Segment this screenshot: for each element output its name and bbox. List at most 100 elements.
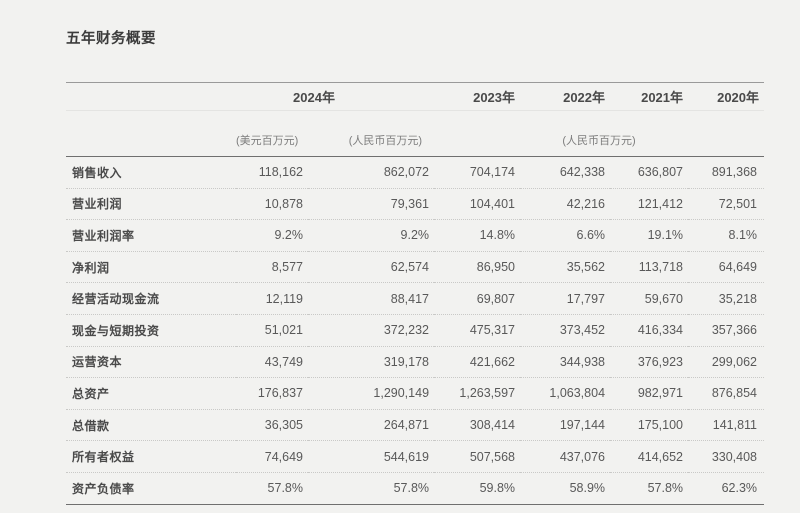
table-row-cash-short-term-investments: 现金与短期投资 51,021 372,232 475,317 373,452 4…: [66, 314, 765, 347]
cell-value: 141,811: [688, 409, 765, 442]
cell-value: 176,837: [236, 377, 308, 410]
cell-value: 118,162: [236, 156, 308, 189]
cell-value: 6.6%: [520, 219, 611, 252]
cell-value: 862,072: [308, 156, 435, 189]
cell-value: 74,649: [236, 440, 308, 473]
table-row-operating-margin: 营业利润率 9.2% 9.2% 14.8% 6.6% 19.1% 8.1%: [66, 219, 765, 252]
cell-value: 86,950: [434, 251, 521, 284]
year-header-2022: 2022年: [520, 82, 611, 111]
cell-value: 475,317: [434, 314, 521, 347]
cell-value: 59.8%: [434, 472, 521, 505]
cell-value: 72,501: [688, 188, 765, 221]
year-header-2024: 2024年: [236, 82, 435, 111]
year-header-row: 2024年 2023年 2022年 2021年 2020年: [66, 82, 765, 111]
row-label: 现金与短期投资: [66, 314, 236, 347]
cell-value: 876,854: [688, 377, 765, 410]
cell-value: 1,263,597: [434, 377, 521, 410]
row-label: 销售收入: [66, 156, 236, 189]
year-header-2021: 2021年: [610, 82, 689, 111]
year-header-2023: 2023年: [434, 82, 521, 111]
row-label: 经营活动现金流: [66, 282, 236, 315]
cell-value: 437,076: [520, 440, 611, 473]
cell-value: 42,216: [520, 188, 611, 221]
five-year-financial-table: 2024年 2023年 2022年 2021年 2020年 (美元百万元) (人…: [66, 82, 765, 505]
year-header-2020: 2020年: [688, 82, 765, 111]
cell-value: 58.9%: [520, 472, 611, 505]
cell-value: 8,577: [236, 251, 308, 284]
cell-value: 62.3%: [688, 472, 765, 505]
cell-value: 299,062: [688, 346, 765, 379]
table-row-owners-equity: 所有者权益 74,649 544,619 507,568 437,076 414…: [66, 440, 765, 473]
row-label: 净利润: [66, 251, 236, 284]
cell-value: 57.8%: [610, 472, 689, 505]
cell-value: 43,749: [236, 346, 308, 379]
footnote: 注：财务数据摘自本集团按照国际财务报告准则编制的合并财务报表。美元金额折算采用2…: [66, 505, 764, 513]
cell-value: 12,119: [236, 282, 308, 315]
cell-value: 14.8%: [434, 219, 521, 252]
empty-header-cell: [66, 82, 236, 111]
row-label: 总资产: [66, 377, 236, 410]
row-label: 所有者权益: [66, 440, 236, 473]
cell-value: 421,662: [434, 346, 521, 379]
row-label: 运营资本: [66, 346, 236, 379]
cell-value: 344,938: [520, 346, 611, 379]
table-row-debt-to-asset-ratio: 资产负债率 57.8% 57.8% 59.8% 58.9% 57.8% 62.3…: [66, 472, 765, 505]
cell-value: 308,414: [434, 409, 521, 442]
cell-value: 17,797: [520, 282, 611, 315]
cell-value: 982,971: [610, 377, 689, 410]
cell-value: 88,417: [308, 282, 435, 315]
page-title: 五年财务概要: [66, 31, 156, 47]
cell-value: 175,100: [610, 409, 689, 442]
cell-value: 35,218: [688, 282, 765, 315]
cell-value: 373,452: [520, 314, 611, 347]
cell-value: 113,718: [610, 251, 689, 284]
cell-value: 10,878: [236, 188, 308, 221]
cell-value: 104,401: [434, 188, 521, 221]
cell-value: 642,338: [520, 156, 611, 189]
cell-value: 544,619: [308, 440, 435, 473]
cell-value: 57.8%: [308, 472, 435, 505]
table-row-operating-profit: 营业利润 10,878 79,361 104,401 42,216 121,41…: [66, 188, 765, 221]
cell-value: 1,063,804: [520, 377, 611, 410]
cell-value: 414,652: [610, 440, 689, 473]
row-label: 营业利润: [66, 188, 236, 221]
table-row-working-capital: 运营资本 43,749 319,178 421,662 344,938 376,…: [66, 346, 765, 379]
cell-value: 319,178: [308, 346, 435, 379]
cell-value: 59,670: [610, 282, 689, 315]
unit-rmb-millions-2024: (人民币百万元): [308, 110, 435, 157]
table-row-sales-revenue: 销售收入 118,162 862,072 704,174 642,338 636…: [66, 156, 765, 189]
cell-value: 35,562: [520, 251, 611, 284]
cell-value: 636,807: [610, 156, 689, 189]
cell-value: 197,144: [520, 409, 611, 442]
cell-value: 8.1%: [688, 219, 765, 252]
cell-value: 62,574: [308, 251, 435, 284]
cell-value: 64,649: [688, 251, 765, 284]
unit-usd-millions: (美元百万元): [236, 110, 308, 157]
cell-value: 9.2%: [308, 219, 435, 252]
cell-value: 357,366: [688, 314, 765, 347]
cell-value: 264,871: [308, 409, 435, 442]
table-body: 销售收入 118,162 862,072 704,174 642,338 636…: [66, 156, 765, 505]
table-row-total-assets: 总资产 176,837 1,290,149 1,263,597 1,063,80…: [66, 377, 765, 410]
cell-value: 416,334: [610, 314, 689, 347]
cell-value: 372,232: [308, 314, 435, 347]
cell-value: 57.8%: [236, 472, 308, 505]
cell-value: 36,305: [236, 409, 308, 442]
row-label: 资产负债率: [66, 472, 236, 505]
row-label: 营业利润率: [66, 219, 236, 252]
cell-value: 507,568: [434, 440, 521, 473]
empty-unit-cell: [66, 110, 236, 157]
row-label: 总借款: [66, 409, 236, 442]
cell-value: 376,923: [610, 346, 689, 379]
cell-value: 891,368: [688, 156, 765, 189]
table-row-net-profit: 净利润 8,577 62,574 86,950 35,562 113,718 6…: [66, 251, 765, 284]
cell-value: 69,807: [434, 282, 521, 315]
cell-value: 330,408: [688, 440, 765, 473]
table-row-total-borrowings: 总借款 36,305 264,871 308,414 197,144 175,1…: [66, 409, 765, 442]
table-row-operating-cash-flow: 经营活动现金流 12,119 88,417 69,807 17,797 59,6…: [66, 282, 765, 315]
cell-value: 51,021: [236, 314, 308, 347]
cell-value: 1,290,149: [308, 377, 435, 410]
cell-value: 19.1%: [610, 219, 689, 252]
unit-rmb-millions-prior: (人民币百万元): [434, 110, 765, 157]
